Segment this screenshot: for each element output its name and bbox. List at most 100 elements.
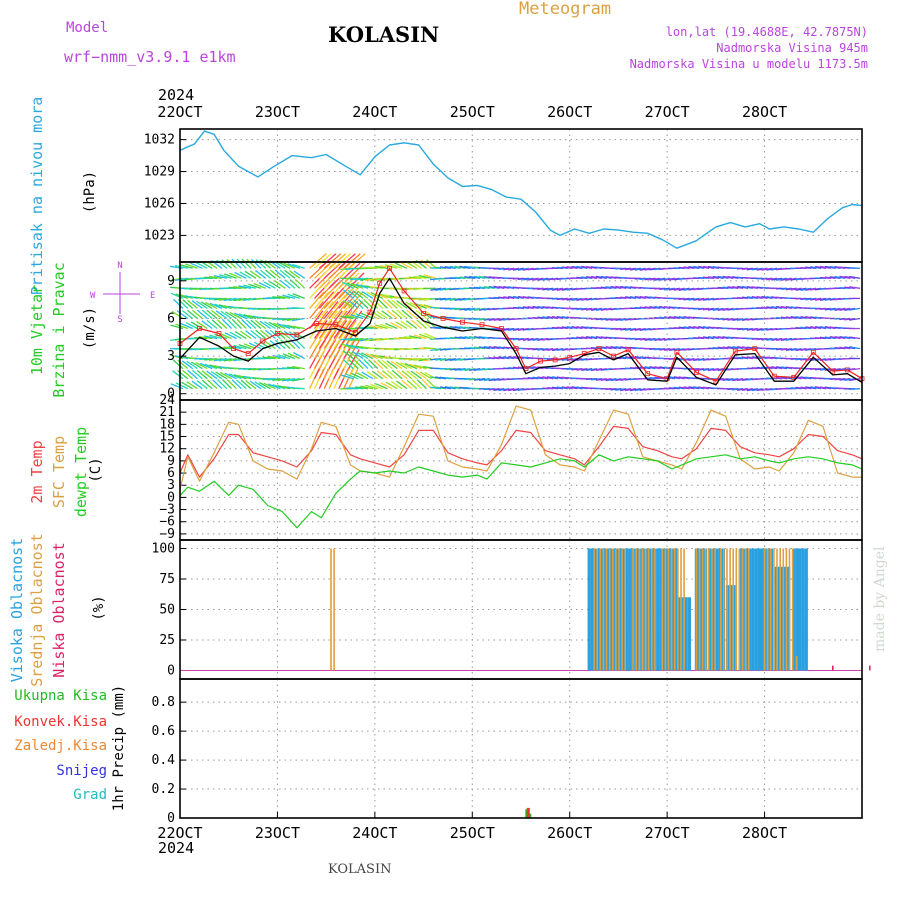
- wind-vector: [233, 374, 247, 380]
- wind-vector: [253, 282, 266, 289]
- wind-vector: [226, 318, 237, 329]
- wind-vector: [434, 287, 447, 291]
- wind-vector: [199, 336, 213, 340]
- wind-vector: [363, 359, 374, 370]
- y-tick-label: 0: [167, 387, 175, 402]
- lonlat-label: lon,lat (19.4688E, 42.7875N): [665, 25, 868, 39]
- wind-vector: [800, 315, 812, 320]
- wind-vector: [287, 293, 301, 300]
- wind-vector: [693, 386, 705, 390]
- wind-vector: [844, 286, 856, 289]
- wind-vector: [269, 280, 281, 289]
- wind-vector: [673, 386, 685, 390]
- wind-vector: [279, 279, 291, 289]
- legend-total-rain: Ukupna Kisa: [14, 688, 107, 704]
- wind-vector: [819, 367, 831, 371]
- wind-gust-marker: [645, 371, 651, 377]
- wind-vector: [839, 275, 851, 279]
- wind-vector: [228, 286, 242, 289]
- wind-vector: [576, 367, 588, 371]
- wind-vector: [571, 325, 583, 330]
- wind-vector: [416, 319, 427, 329]
- wind-vector: [707, 307, 719, 311]
- wind-vector: [170, 292, 184, 299]
- wind-vector: [785, 347, 797, 351]
- wind-vector: [503, 356, 515, 360]
- wind-vector: [190, 321, 203, 330]
- wind-vector: [547, 376, 559, 380]
- wind-vector: [727, 378, 739, 382]
- wind-vector: [819, 297, 831, 301]
- wind-vector: [829, 276, 841, 279]
- wind-vector: [459, 265, 471, 269]
- wind-vector: [537, 277, 549, 281]
- wind-vector: [424, 332, 437, 340]
- wind-vector: [338, 291, 354, 309]
- wind-vector: [498, 267, 510, 271]
- wind-vector: [423, 346, 437, 350]
- wind-vector: [849, 378, 861, 382]
- wind-vector: [698, 367, 710, 371]
- wind-vector: [291, 365, 305, 370]
- wind-vector: [469, 307, 481, 311]
- wind-vector: [255, 259, 267, 269]
- wind-vector: [654, 376, 666, 380]
- wind-vector: [195, 362, 208, 370]
- wind-vector: [634, 267, 646, 271]
- wind-vector: [229, 373, 242, 380]
- wind-vector: [790, 287, 802, 291]
- y-tick-label: 3: [167, 349, 175, 364]
- wind-vector: [434, 266, 447, 269]
- wind-vector: [737, 346, 749, 350]
- wind-vector: [800, 297, 812, 301]
- wind-vector: [333, 253, 351, 269]
- wind-vector: [255, 329, 267, 340]
- wind-vector: [239, 271, 252, 279]
- wind-vector: [717, 346, 729, 350]
- wind-vector: [629, 267, 641, 271]
- wind-vector: [824, 265, 836, 269]
- wind-vector: [800, 326, 812, 330]
- wind-vector: [844, 346, 856, 350]
- wind-vector: [405, 301, 418, 309]
- wind-vector: [576, 325, 588, 330]
- wind-vector: [435, 326, 447, 330]
- wind-vector: [732, 346, 744, 350]
- wind-vector: [215, 371, 228, 380]
- wind-vector: [659, 287, 671, 291]
- wind-vector: [444, 386, 456, 390]
- wind-vector: [581, 307, 593, 311]
- wind-vector: [390, 381, 403, 390]
- wind-vector: [356, 372, 369, 380]
- wind-vector: [355, 386, 369, 390]
- wind-vector: [374, 324, 388, 330]
- wind-vector: [663, 376, 676, 380]
- wind-vector: [254, 381, 267, 390]
- wind-vector: [780, 347, 792, 351]
- wind-vector: [454, 325, 466, 330]
- wind-vector: [385, 381, 398, 390]
- wind-vector: [221, 318, 233, 329]
- wind-vector: [439, 297, 451, 301]
- wind-vector: [766, 306, 778, 310]
- wind-vector: [761, 267, 773, 271]
- wind-unit-label: (m/s): [82, 307, 98, 349]
- wind-vector: [717, 307, 729, 311]
- wind-vector: [343, 359, 354, 370]
- wind-vector: [746, 356, 758, 360]
- wind-vector: [775, 277, 788, 281]
- wind-vector: [746, 327, 758, 331]
- wind-vector: [236, 258, 247, 269]
- wind-vector: [396, 300, 408, 309]
- wind-vector: [391, 309, 403, 320]
- wind-vector: [361, 371, 374, 380]
- wind-vector: [503, 267, 515, 271]
- wind-vector: [522, 337, 534, 341]
- wind-vector: [551, 347, 564, 352]
- wind-vector: [585, 307, 598, 311]
- wind-gust-marker: [274, 331, 280, 336]
- wind-vector: [493, 285, 505, 289]
- wind-vector: [741, 296, 753, 300]
- y-tick-label: 3: [167, 478, 175, 493]
- wind-vector: [659, 347, 671, 351]
